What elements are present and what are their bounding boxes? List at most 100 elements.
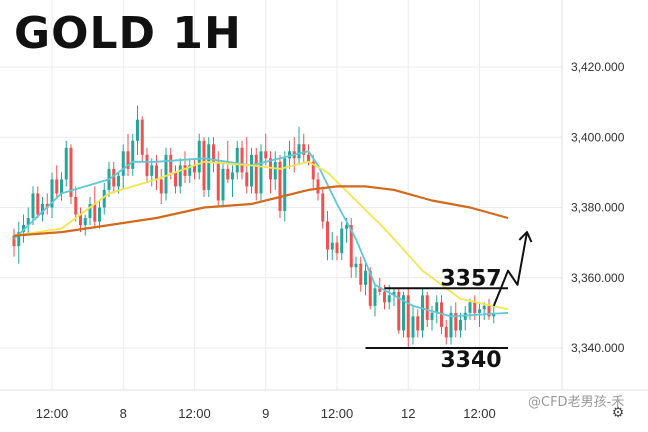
candle-body-up: [197, 140, 201, 173]
candle-body-down: [245, 172, 249, 187]
candle-body-down: [212, 144, 215, 162]
candle-body-down: [378, 288, 382, 292]
x-tick-label: 9: [262, 406, 269, 421]
candle-body-up: [297, 144, 301, 159]
candle-body-down: [487, 305, 491, 317]
candle-body-down: [169, 154, 173, 173]
candle-body-up: [231, 172, 234, 180]
y-tick-label: 3,380.000: [571, 201, 625, 215]
y-tick-label: 3,400.000: [571, 130, 625, 144]
candle-body-up: [449, 312, 453, 338]
x-tick-label: 12:00: [178, 406, 211, 421]
chart-title: GOLD 1H: [14, 8, 242, 59]
candle-body-down: [473, 302, 477, 313]
candle-body-up: [468, 302, 472, 313]
candle-body-down: [368, 270, 372, 306]
candle-body-up: [283, 158, 287, 212]
candle-body-down: [335, 242, 339, 254]
candle-body-down: [302, 144, 306, 155]
price-level-label: 3340: [440, 348, 501, 373]
candle-body-up: [50, 179, 54, 208]
candle-body-down: [406, 295, 410, 338]
candle-body-down: [425, 295, 429, 320]
candle-body-up: [221, 168, 225, 201]
candle-body-down: [240, 147, 244, 173]
candle-body-up: [64, 147, 68, 180]
candle-body-down: [155, 165, 158, 180]
candle-body-down: [264, 151, 268, 159]
candle-body-up: [164, 154, 168, 194]
candle-body-down: [183, 165, 187, 176]
candle-body-down: [174, 172, 177, 187]
candle-body-up: [88, 203, 92, 219]
candle-body-down: [311, 161, 315, 180]
candle-body-up: [131, 140, 135, 169]
candle-body-up: [340, 228, 344, 254]
watermark-text: @CFD老男孩-禾: [528, 395, 625, 410]
candle-body-up: [330, 242, 334, 250]
x-tick-label: 8: [120, 406, 127, 421]
candle-body-down: [397, 291, 401, 331]
candle-body-down: [12, 235, 16, 247]
candle-body-up: [364, 270, 367, 285]
candle-body-up: [392, 291, 396, 296]
candle-body-down: [159, 179, 163, 194]
candle-body-down: [74, 196, 78, 215]
price-level-label: 3357: [440, 266, 501, 291]
candle-body-up: [31, 193, 35, 219]
candle-body-down: [226, 168, 230, 180]
candle-body-down: [55, 179, 59, 194]
candle-body-down: [349, 225, 353, 268]
x-tick-label: 12:00: [36, 406, 69, 421]
x-tick-label: 12: [401, 406, 415, 421]
candle-body-up: [17, 232, 21, 247]
candle-body-down: [359, 263, 363, 285]
projection-arrow-path: [492, 231, 528, 307]
candle-body-up: [98, 207, 101, 222]
candle-body-down: [278, 161, 282, 212]
candle-body-down: [416, 316, 420, 331]
x-tick-label: 12:00: [463, 406, 496, 421]
candle-body-up: [22, 225, 25, 233]
candle-body-up: [207, 144, 211, 190]
candle-body-down: [326, 221, 329, 250]
candle-body-up: [102, 189, 106, 208]
candle-body-down: [316, 179, 320, 194]
candle-body-up: [459, 319, 462, 331]
candle-body-down: [454, 312, 458, 331]
settings-gear-icon[interactable]: ⚙: [611, 404, 625, 420]
candle-body-up: [421, 295, 424, 331]
candle-body-down: [69, 147, 73, 197]
projection-arrow-head: [518, 231, 533, 243]
candle-body-down: [145, 154, 149, 176]
candle-body-up: [178, 165, 182, 187]
candle-body-up: [430, 312, 434, 320]
candle-body-up: [259, 151, 263, 194]
candle-body-up: [387, 295, 391, 303]
candle-body-down: [321, 193, 325, 222]
candle-body-down: [45, 203, 49, 208]
moving-average-line: [13, 150, 509, 318]
candle-body-down: [444, 326, 448, 338]
candle-body-up: [188, 165, 192, 176]
candle-body-up: [402, 295, 405, 331]
candle-body-up: [354, 263, 358, 268]
candle-body-down: [307, 154, 310, 162]
moving-average-line: [13, 160, 509, 311]
candle-body-down: [383, 291, 386, 303]
candle-body-up: [235, 147, 239, 173]
candle-body-up: [482, 305, 486, 310]
y-tick-label: 3,360.000: [571, 271, 625, 285]
candle-body-up: [41, 203, 44, 215]
candle-body-up: [117, 175, 120, 187]
candle-body-up: [288, 151, 291, 159]
candle-body-down: [36, 193, 40, 215]
candle-body-down: [202, 140, 206, 190]
candle-body-up: [435, 302, 439, 313]
candle-body-up: [60, 179, 63, 194]
y-tick-label: 3,420.000: [571, 60, 625, 74]
candle-body-up: [373, 288, 377, 306]
candle-body-up: [83, 218, 87, 226]
x-tick-label: 12:00: [321, 406, 354, 421]
